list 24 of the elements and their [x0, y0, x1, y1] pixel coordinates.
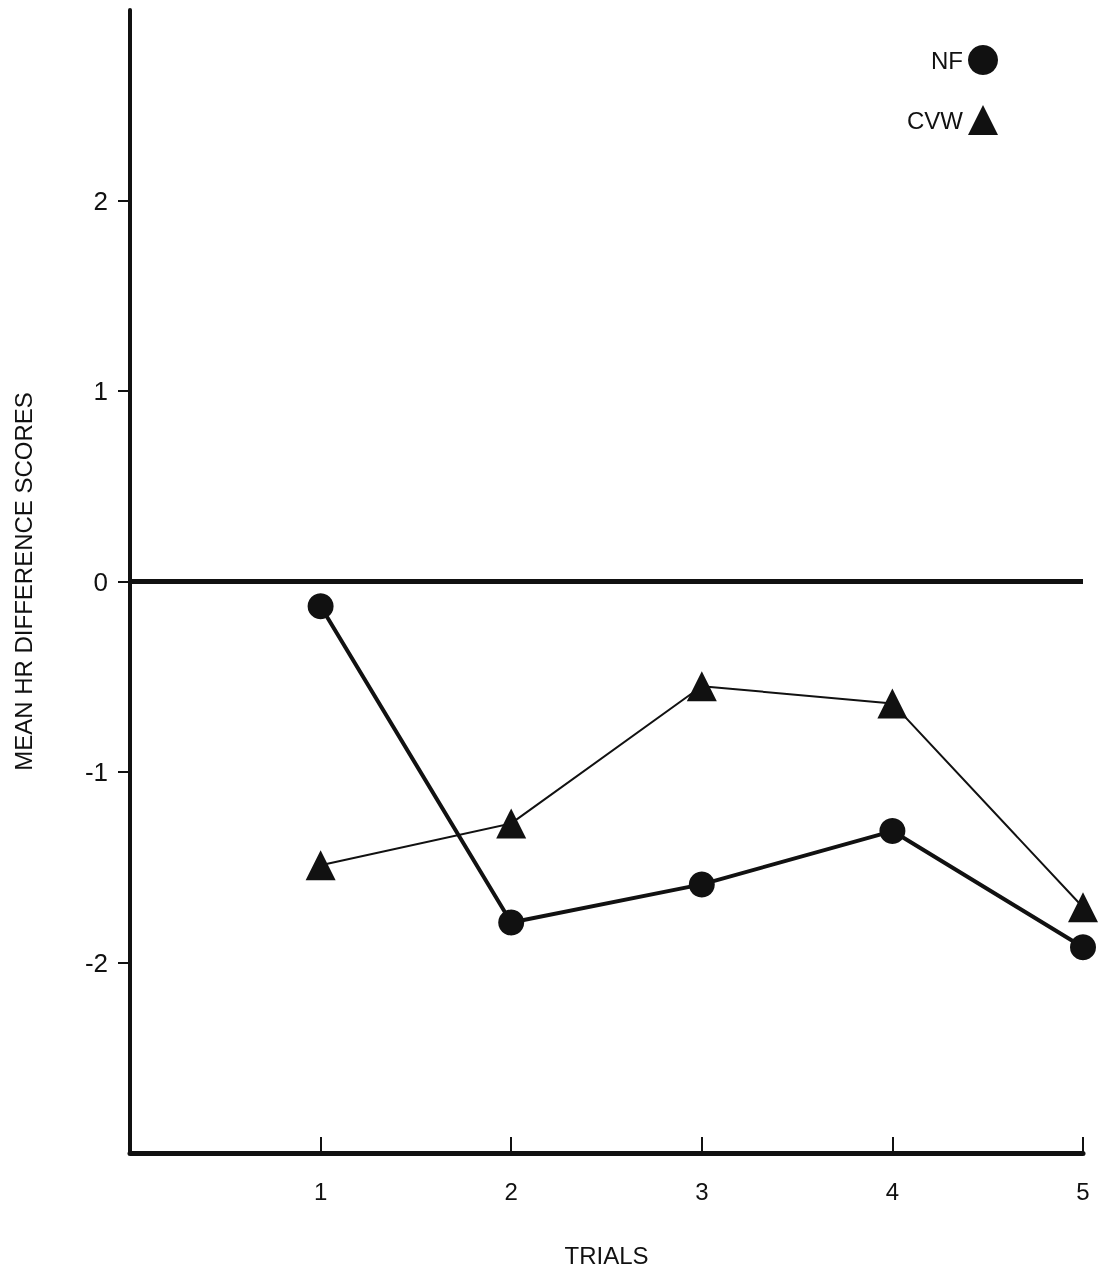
x-tick-label: 4 [885, 1177, 900, 1205]
y-tick-label: -2 [84, 947, 108, 978]
y-tick-label: 0 [93, 566, 108, 597]
x-tick-label: 1 [313, 1177, 328, 1205]
point [877, 688, 908, 719]
y-tick-label: 2 [93, 185, 108, 216]
legend-label: NF [931, 46, 963, 74]
point [688, 871, 715, 898]
point [496, 808, 527, 839]
x-tick-label: 5 [1076, 1177, 1090, 1205]
point [686, 671, 717, 702]
x-tick-label: 2 [504, 1177, 518, 1205]
y-tick-label: -1 [84, 757, 108, 787]
point [307, 593, 334, 620]
point [305, 850, 336, 881]
point [879, 818, 906, 845]
x-axis-title: TRIALS [564, 1241, 649, 1269]
point [1070, 934, 1096, 961]
point [498, 909, 525, 936]
legend-label: CVW [907, 106, 964, 134]
x-tick-label: 3 [695, 1177, 709, 1205]
point [1068, 892, 1098, 923]
y-tick-label: 1 [93, 376, 108, 406]
y-axis-title: MEAN HR DIFFERENCE SCORES [9, 392, 37, 771]
